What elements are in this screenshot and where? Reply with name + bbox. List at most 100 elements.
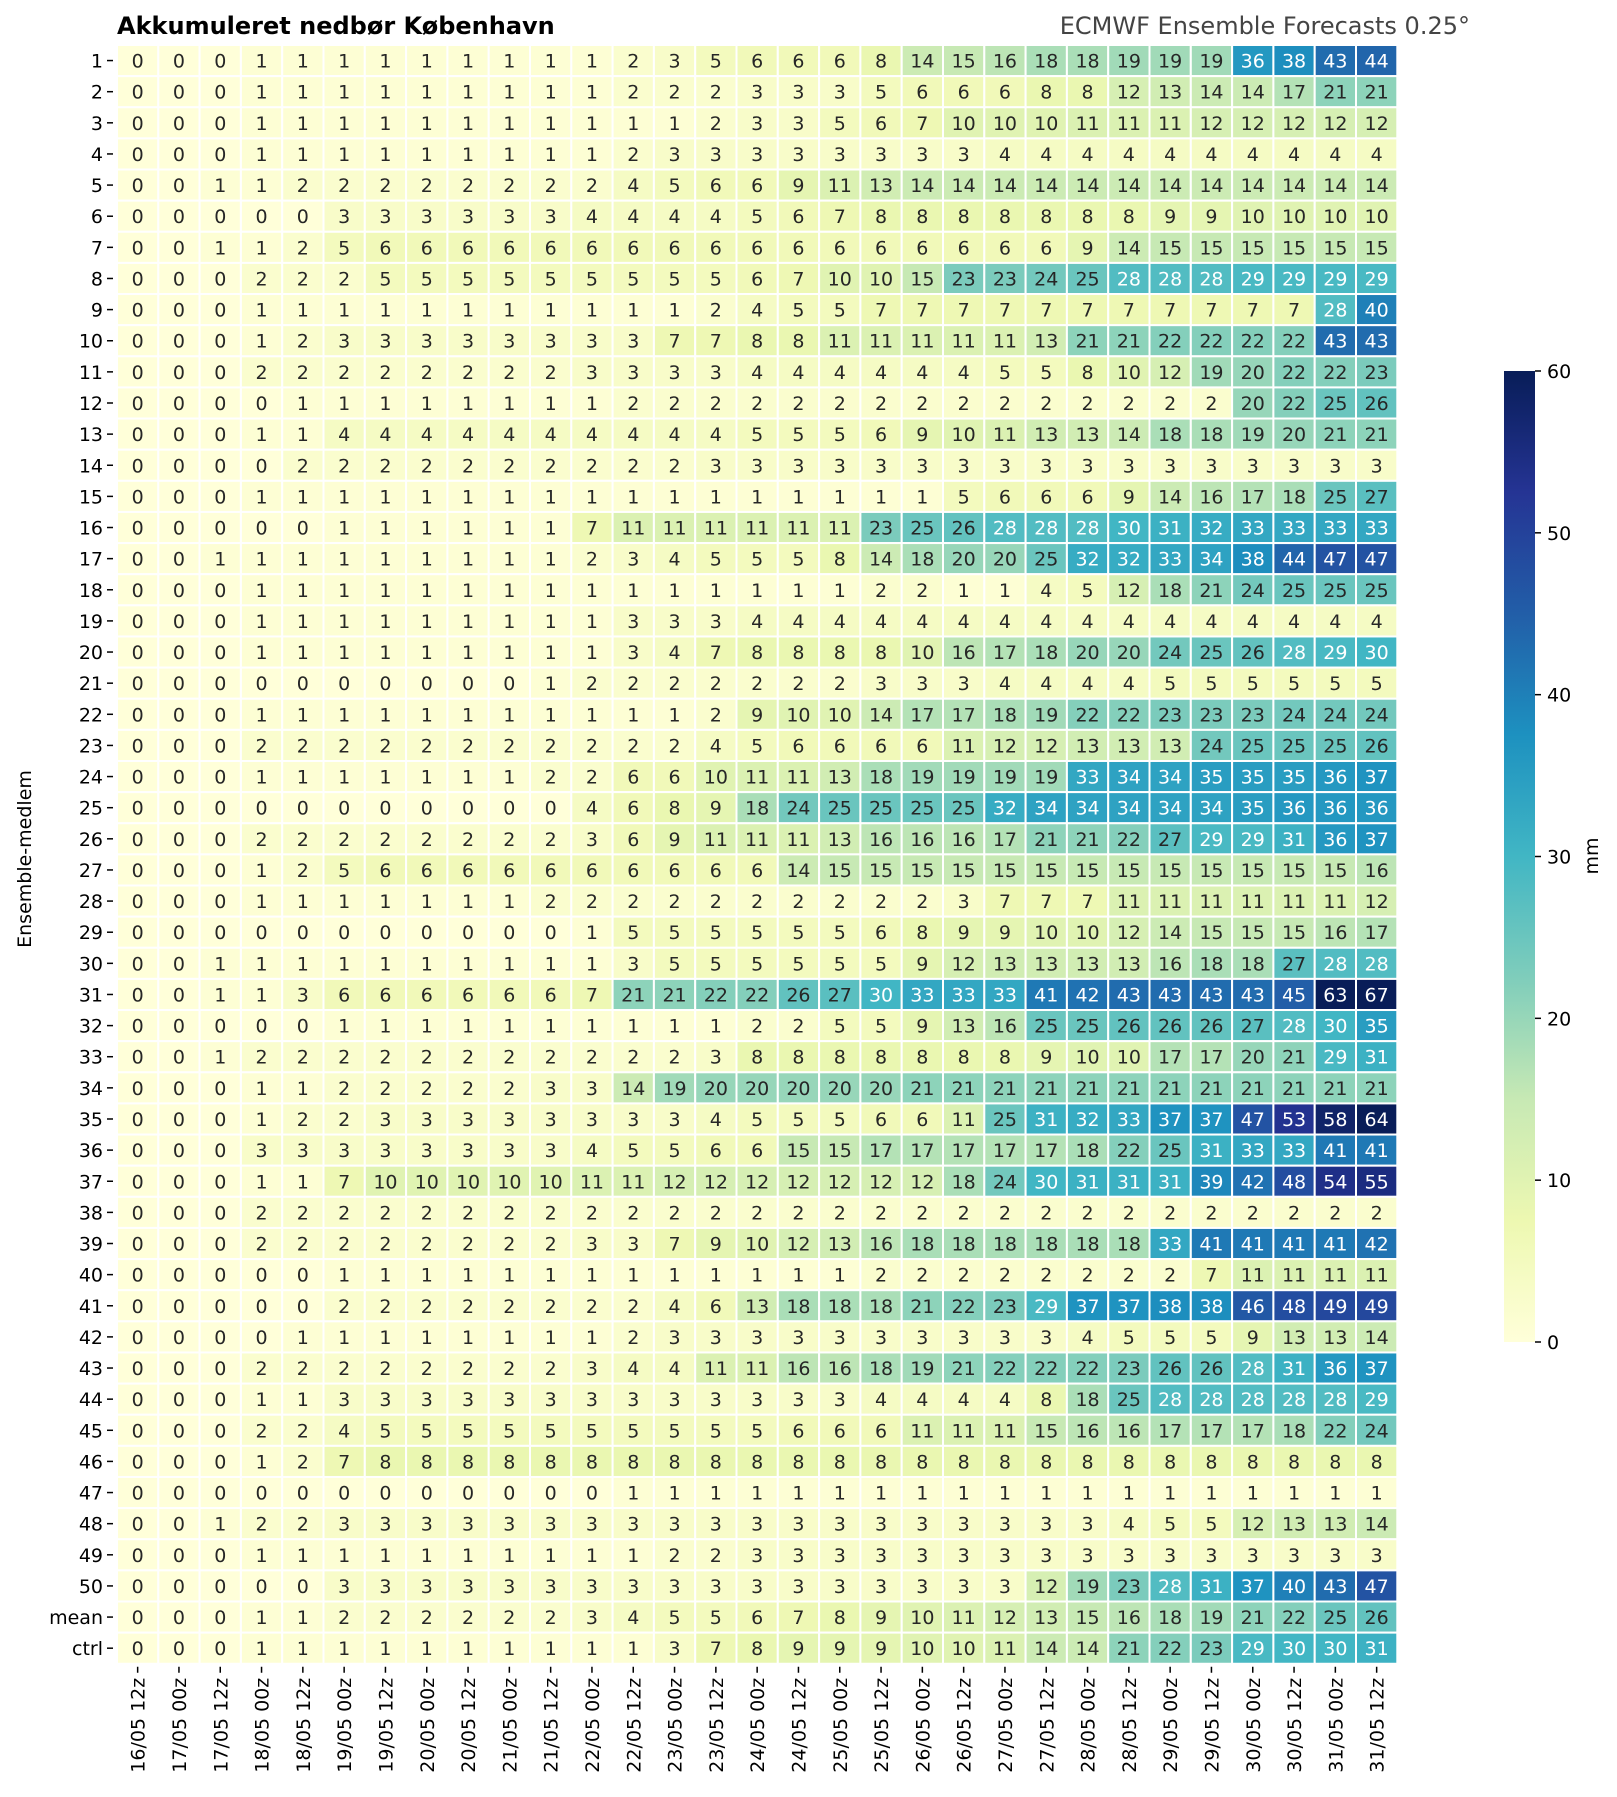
cell-value: 1 (297, 82, 309, 104)
x-tick-label: 28/05 12z (1119, 1678, 1141, 1773)
cell-value: 16 (993, 1016, 1017, 1038)
cell-value: 22 (952, 1296, 976, 1318)
y-tick-label: 13 (79, 424, 103, 446)
cell-value: 6 (875, 113, 887, 135)
heatmap-cell (611, 448, 655, 482)
cell-value: 5 (834, 300, 846, 322)
heatmap-cell (446, 417, 490, 451)
cell-value: 15 (1034, 860, 1058, 882)
cell-value: 0 (256, 1016, 268, 1038)
heatmap-cell (776, 510, 821, 545)
cell-value: 3 (999, 1545, 1011, 1567)
cell-value: 0 (214, 1109, 226, 1131)
cell-value: 1 (297, 704, 309, 726)
cell-value: 5 (627, 1140, 639, 1162)
cell-value: 1 (462, 1638, 474, 1660)
cell-value: 1 (1288, 1483, 1300, 1505)
cell-value: 3 (1247, 1545, 1259, 1567)
cell-value: 2 (421, 1202, 433, 1224)
cell-value: 1 (379, 486, 391, 508)
heatmap-cell (1231, 417, 1275, 451)
cell-value: 2 (669, 1545, 681, 1567)
cell-value: 1 (462, 1016, 474, 1038)
cell-value: 48 (1282, 1171, 1306, 1193)
heatmap-cell (859, 75, 903, 109)
cell-value: 8 (834, 1047, 846, 1069)
cell-value: 8 (792, 1047, 804, 1069)
cell-value: 2 (1329, 1202, 1341, 1224)
cell-value: 2 (297, 829, 309, 851)
cell-value: 1 (421, 953, 433, 975)
cell-value: 28 (1365, 953, 1389, 975)
cell-value: 1 (462, 704, 474, 726)
cell-value: 0 (256, 673, 268, 695)
cell-value: 4 (669, 1358, 681, 1380)
cell-value: 3 (462, 206, 474, 228)
cell-value: 9 (1164, 206, 1176, 228)
cell-value: 5 (1164, 673, 1176, 695)
cell-value: 1 (338, 518, 350, 540)
cell-value: 3 (421, 1576, 433, 1598)
cell-value: 28 (1075, 518, 1099, 540)
cell-value: 2 (545, 175, 557, 197)
cell-value: 2 (338, 1358, 350, 1380)
cell-value: 0 (379, 673, 391, 695)
cell-value: 1 (669, 1016, 681, 1038)
heatmap-cell (1189, 137, 1234, 171)
cell-value: 11 (1365, 1265, 1389, 1287)
cell-value: 7 (1040, 300, 1052, 322)
cell-value: 27 (1365, 486, 1389, 508)
cell-value: 7 (586, 518, 598, 540)
cell-value: 15 (1323, 860, 1347, 882)
cell-value: 1 (379, 1265, 391, 1287)
cell-value: 3 (710, 455, 722, 477)
cell-value: 2 (1205, 1202, 1217, 1224)
cell-value: 26 (1365, 1607, 1389, 1629)
cell-value: 1 (545, 1638, 557, 1660)
cell-value: 1 (379, 704, 391, 726)
cell-value: 7 (669, 331, 681, 353)
cell-value: 0 (132, 1016, 144, 1038)
cell-value: 1 (379, 1545, 391, 1567)
cell-value: 5 (586, 268, 598, 290)
cell-value: 15 (828, 860, 852, 882)
heatmap-cell (1065, 75, 1110, 109)
cell-value: 21 (1075, 829, 1099, 851)
cell-value: 2 (338, 1234, 350, 1256)
cell-value: 8 (916, 206, 928, 228)
cell-value: 1 (627, 113, 639, 135)
cell-value: 17 (1241, 486, 1265, 508)
cell-value: 4 (958, 1389, 970, 1411)
y-tick-label: 11 (79, 362, 103, 384)
cell-value: 7 (1205, 300, 1217, 322)
cell-value: 11 (662, 518, 686, 540)
heatmap-cell (157, 230, 201, 264)
cell-value: 28 (1034, 518, 1058, 540)
cell-value: 0 (173, 1638, 185, 1660)
cell-value: 2 (462, 362, 474, 384)
cell-value: 25 (869, 798, 893, 820)
cell-value: 2 (834, 393, 846, 415)
cell-value: 1 (792, 580, 804, 602)
cell-value: 4 (545, 424, 557, 446)
cell-value: 0 (132, 1327, 144, 1349)
cell-value: 4 (875, 362, 887, 384)
cell-value: 3 (338, 1140, 350, 1162)
cell-value: 4 (1371, 144, 1383, 166)
cell-value: 15 (952, 860, 976, 882)
cell-value: 16 (952, 829, 976, 851)
cell-value: 20 (1282, 424, 1306, 446)
cell-value: 2 (421, 1607, 433, 1629)
cell-value: 3 (462, 1514, 474, 1536)
heatmap-cell (818, 355, 862, 389)
cell-value: 1 (669, 580, 681, 602)
cell-value: 2 (586, 673, 598, 695)
cell-value: 2 (338, 455, 350, 477)
cell-value: 9 (1082, 237, 1094, 259)
cell-value: 3 (751, 1514, 763, 1536)
cell-value: 1 (586, 704, 598, 726)
cell-value: 1 (379, 51, 391, 73)
cell-value: 5 (627, 1420, 639, 1442)
cell-value: 25 (1323, 735, 1347, 757)
